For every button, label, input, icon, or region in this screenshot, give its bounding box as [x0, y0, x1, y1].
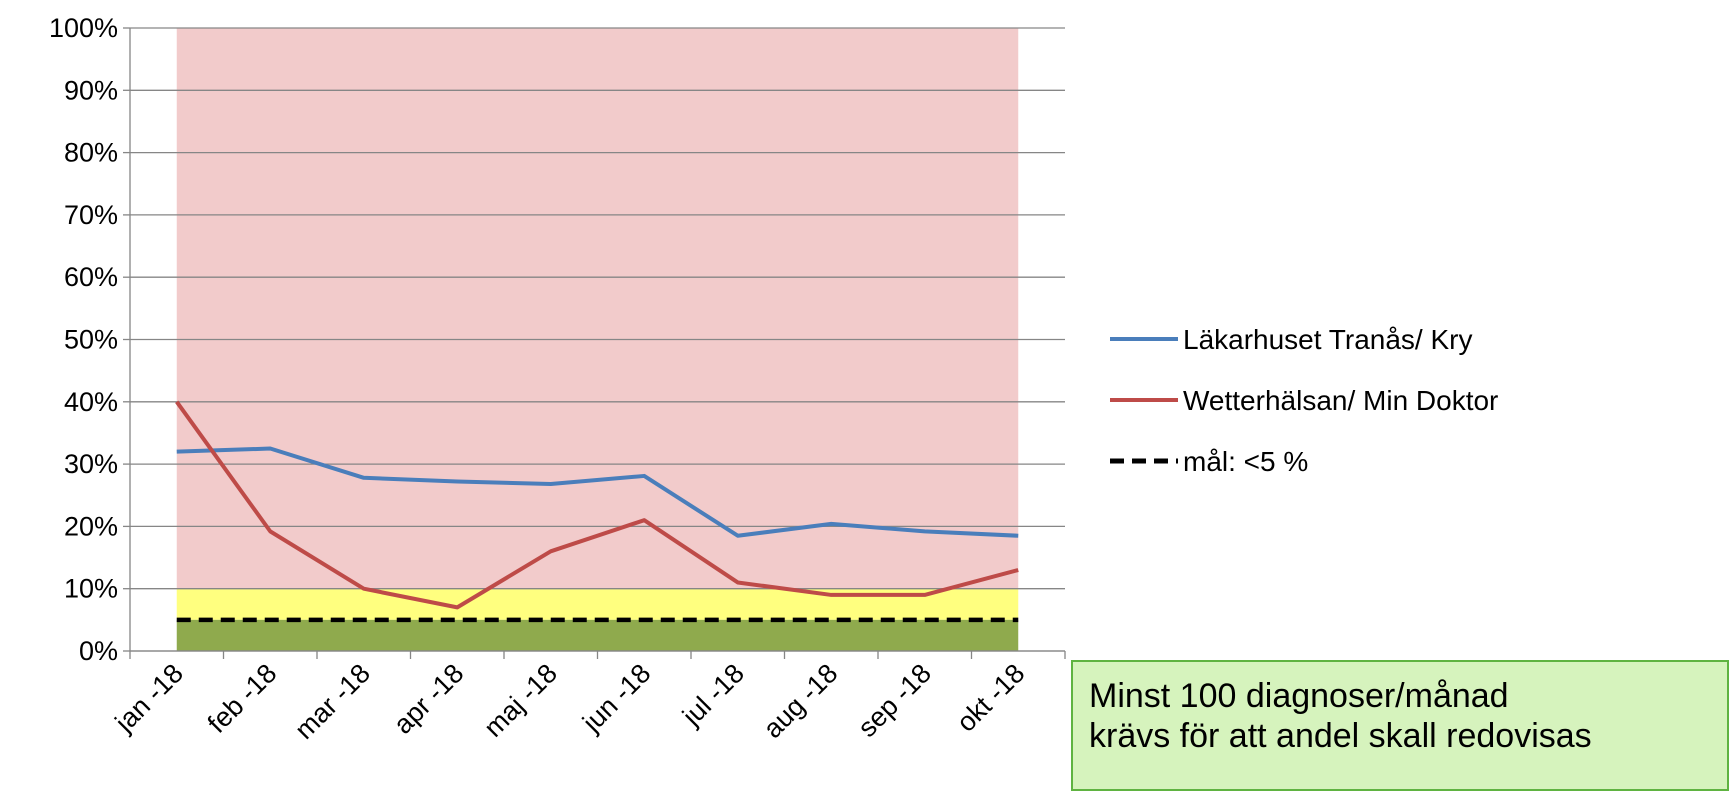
x-tick-label: jan -18	[109, 658, 189, 738]
annotation-box: Minst 100 diagnoser/månad krävs för att …	[1071, 660, 1729, 791]
y-tick-label: 30%	[64, 449, 118, 479]
x-tick-label: sep -18	[852, 658, 937, 743]
y-tick-label: 40%	[64, 387, 118, 417]
x-tick-label: apr -18	[388, 658, 470, 740]
x-tick-label: aug -18	[758, 658, 844, 744]
line-series	[175, 400, 1019, 610]
y-tick-label: 0%	[79, 636, 118, 666]
x-tick-label: jun -18	[576, 658, 656, 738]
x-tick-label: maj -18	[478, 658, 563, 743]
y-tick-label: 100%	[49, 13, 118, 43]
y-tick-label: 80%	[64, 138, 118, 168]
y-tick-label: 60%	[64, 262, 118, 292]
x-tick-label: jul -18	[676, 658, 750, 732]
x-tick-label: feb -18	[202, 658, 283, 739]
legend-label: Läkarhuset Tranås/ Kry	[1183, 324, 1472, 355]
y-tick-label: 20%	[64, 511, 118, 541]
y-tick-label: 10%	[64, 574, 118, 604]
threshold-band	[176, 28, 1019, 589]
y-tick-label: 70%	[64, 200, 118, 230]
annotation-line: krävs för att andel skall redovisas	[1089, 717, 1592, 755]
legend-label: Wetterhälsan/ Min Doktor	[1183, 385, 1498, 416]
line-series	[176, 446, 1019, 538]
x-tick-label: mar -18	[289, 658, 376, 745]
annotation-line: Minst 100 diagnoser/månad	[1089, 677, 1509, 715]
threshold-band	[176, 619, 1019, 651]
y-tick-label: 90%	[64, 75, 118, 105]
y-tick-label: 50%	[64, 325, 118, 355]
x-tick-label: okt -18	[951, 658, 1031, 738]
legend-label: mål: <5 %	[1183, 446, 1308, 477]
